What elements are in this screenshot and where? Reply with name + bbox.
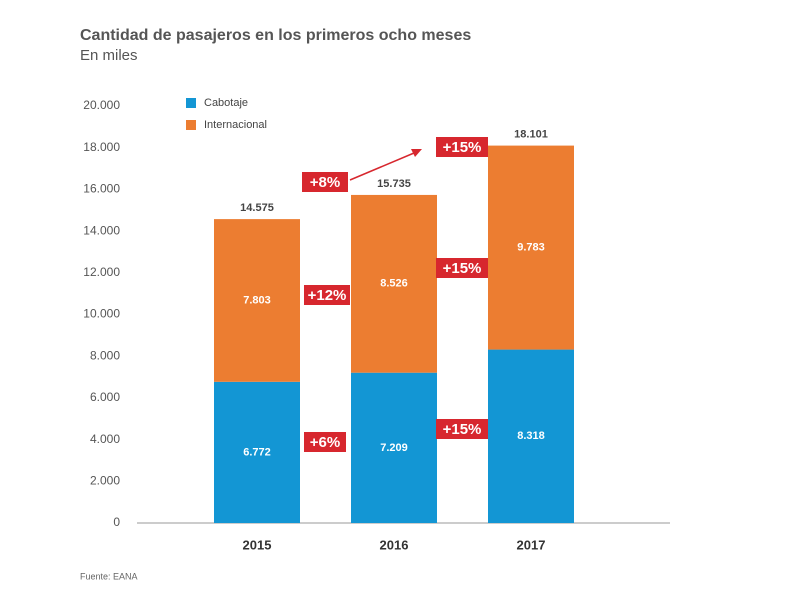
bar-segment bbox=[488, 349, 574, 523]
value-label: 8.526 bbox=[380, 278, 408, 290]
annotation: +15% bbox=[443, 421, 482, 438]
chart-title: Cantidad de pasajeros en los primeros oc… bbox=[80, 27, 471, 44]
annotation-box bbox=[436, 258, 488, 278]
value-label: 9.783 bbox=[517, 241, 545, 253]
annotation: +15% bbox=[443, 260, 482, 277]
y-tick-label: 16.000 bbox=[83, 182, 120, 196]
y-tick-label: 0 bbox=[113, 515, 120, 529]
bar-segment bbox=[351, 372, 437, 523]
y-tick-label: 18.000 bbox=[83, 140, 120, 154]
y-tick-label: 4.000 bbox=[90, 432, 120, 446]
annotation-box bbox=[304, 432, 346, 452]
bar-segment bbox=[214, 219, 300, 382]
y-tick-label: 10.000 bbox=[83, 307, 120, 321]
y-tick-label: 2.000 bbox=[90, 473, 120, 487]
annotation: +15% bbox=[443, 139, 482, 156]
annotation-box bbox=[304, 285, 350, 305]
y-tick-label: 6.000 bbox=[90, 390, 120, 404]
total-label: 15.735 bbox=[377, 178, 411, 190]
x-tick-label: 2015 bbox=[243, 537, 272, 552]
value-label: 8.318 bbox=[517, 430, 545, 442]
value-label: 7.209 bbox=[380, 442, 408, 454]
annotation: +12% bbox=[308, 287, 347, 304]
annotation-box bbox=[436, 137, 488, 157]
x-tick-label: 2017 bbox=[517, 537, 546, 552]
y-tick-label: 20.000 bbox=[83, 98, 120, 112]
bar-segment bbox=[488, 145, 574, 350]
y-tick-label: 14.000 bbox=[83, 223, 120, 237]
annotation-box bbox=[302, 172, 348, 192]
value-label: 6.772 bbox=[243, 446, 271, 458]
bar-segment bbox=[351, 194, 437, 373]
x-tick-label: 2016 bbox=[380, 537, 409, 552]
annotation-box bbox=[436, 419, 488, 439]
bar-segment bbox=[214, 381, 300, 523]
legend-swatch bbox=[186, 98, 196, 108]
y-tick-label: 12.000 bbox=[83, 265, 120, 279]
total-label: 18.101 bbox=[514, 129, 548, 141]
y-tick-label: 8.000 bbox=[90, 348, 120, 362]
value-label: 7.803 bbox=[243, 294, 271, 306]
arrow-head bbox=[411, 149, 422, 157]
annotation: +6% bbox=[310, 434, 340, 451]
annotation: +8% bbox=[310, 174, 340, 191]
arrow bbox=[349, 152, 415, 181]
legend-label: Cabotaje bbox=[204, 97, 248, 109]
total-label: 14.575 bbox=[240, 202, 274, 214]
source: Fuente: EANA bbox=[80, 571, 138, 581]
legend-label: Internacional bbox=[204, 119, 267, 131]
legend-swatch bbox=[186, 120, 196, 130]
chart-subtitle: En miles bbox=[80, 47, 138, 64]
